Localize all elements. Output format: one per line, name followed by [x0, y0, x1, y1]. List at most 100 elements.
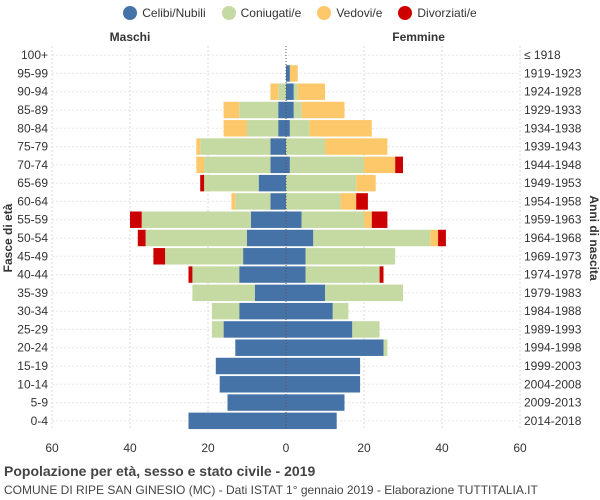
bar-female-celibi [286, 229, 314, 247]
bar-male-divorziati [200, 174, 205, 192]
bar-male-vedovi [196, 138, 201, 155]
bar-male-celibi [188, 412, 286, 430]
bar-male-coniugati [165, 248, 244, 265]
tick-label-x: 60 [513, 441, 527, 455]
bar-male-vedovi [223, 120, 247, 137]
tick-label-age: 90-94 [17, 85, 48, 99]
bar-male-coniugati [278, 83, 286, 100]
tick-label-year: 1954-1958 [524, 194, 582, 208]
bar-female-vedovi [309, 120, 372, 137]
bar-female-vedovi [301, 101, 345, 119]
tick-label-year: 2014-2018 [524, 414, 582, 428]
tick-label-year: 1979-1983 [524, 286, 582, 300]
tick-label-age: 25-29 [17, 322, 48, 336]
bar-female-coniugati [305, 248, 396, 265]
bar-female-coniugati [293, 101, 302, 119]
legend-item-celibi: Celibi/Nubili [123, 6, 206, 20]
bar-male-coniugati [204, 174, 259, 192]
bar-female-celibi [286, 376, 361, 393]
bar-female-divorziati [438, 229, 446, 247]
bar-female-celibi [286, 120, 290, 137]
tick-label-year: 1989-1993 [524, 322, 582, 336]
tick-label-age: 100+ [21, 48, 48, 62]
bar-female-coniugati [352, 321, 380, 338]
chart-title: Popolazione per età, sesso e stato civil… [4, 463, 316, 479]
bar-male-coniugati [141, 211, 251, 228]
tick-label-age: 70-74 [17, 158, 48, 172]
bar-male-celibi [270, 193, 286, 210]
bar-male-celibi [223, 321, 286, 338]
tick-label-year: 1939-1943 [524, 140, 582, 154]
tick-label-age: 20-24 [17, 341, 48, 355]
bar-female-divorziati [371, 211, 388, 228]
bar-male-vedovi [196, 156, 205, 174]
tick-label-x: 40 [435, 441, 449, 455]
bar-male-coniugati [239, 101, 279, 119]
bar-female-coniugati [289, 120, 310, 137]
tick-label-year: 1924-1928 [524, 85, 582, 99]
axis-title-right: Anni di nascita [587, 195, 600, 281]
tick-label-x: 0 [283, 441, 290, 455]
bar-female-celibi [286, 321, 353, 338]
tick-label-year: 1959-1963 [524, 213, 582, 227]
bar-female-celibi [286, 412, 337, 430]
bar-male-celibi [227, 394, 286, 411]
bar-female-celibi [286, 65, 290, 82]
bar-female-coniugati [286, 174, 357, 192]
bar-female-coniugati [332, 302, 349, 320]
bar-female-divorziati [379, 266, 384, 283]
tick-label-age: 45-49 [17, 249, 48, 263]
tick-label-x: 20 [201, 441, 215, 455]
bar-female-celibi [286, 266, 306, 283]
bar-female-celibi [286, 101, 294, 119]
chart-subtitle: COMUNE DI RIPE SAN GINESIO (MC) - Dati I… [4, 483, 538, 497]
bar-female-coniugati [383, 339, 388, 356]
bar-male-coniugati [247, 120, 279, 137]
tick-label-age: 30-34 [17, 304, 48, 318]
tick-label-age: 65-69 [17, 176, 48, 190]
tick-label-age: 10-14 [17, 377, 48, 391]
tick-label-year: 1949-1953 [524, 176, 582, 190]
tick-label-age: 0-4 [31, 414, 49, 428]
tick-label-age: 40-44 [17, 268, 48, 282]
tick-label-x: 60 [45, 441, 59, 455]
bar-female-divorziati [356, 193, 368, 210]
tick-label-year: 1999-2003 [524, 359, 582, 373]
tick-label-age: 50-54 [17, 231, 48, 245]
bar-male-vedovi [270, 83, 279, 100]
bar-female-coniugati [325, 284, 403, 302]
header-femmine: Femmine [392, 30, 445, 44]
legend-label-divorziati: Divorziati/e [417, 6, 477, 20]
bar-female-celibi [286, 394, 345, 411]
tick-label-year: ≤ 1918 [524, 48, 561, 62]
tick-label-age: 35-39 [17, 286, 48, 300]
bar-male-celibi [215, 357, 286, 375]
bar-male-vedovi [223, 101, 240, 119]
bar-female-coniugati [286, 138, 325, 155]
legend-dot-celibi [123, 6, 138, 20]
bar-female-coniugati [301, 211, 364, 228]
legend-label-celibi: Celibi/Nubili [142, 6, 206, 20]
bar-male-divorziati [188, 266, 193, 283]
bar-male-divorziati [137, 229, 146, 247]
bar-male-celibi [239, 266, 286, 283]
bar-female-celibi [286, 302, 333, 320]
bar-female-coniugati [289, 156, 364, 174]
bar-female-coniugati [313, 229, 431, 247]
bar-male-vedovi [231, 193, 236, 210]
bar-male-celibi [278, 101, 286, 119]
legend-item-vedovi: Vedovi/e [317, 6, 382, 20]
bar-male-coniugati [192, 284, 255, 302]
tick-label-year: 2004-2008 [524, 377, 582, 391]
bar-female-celibi [286, 248, 306, 265]
bar-female-celibi [286, 211, 302, 228]
bar-male-coniugati [204, 156, 271, 174]
bar-female-coniugati [305, 266, 380, 283]
bar-male-divorziati [153, 248, 166, 265]
bar-male-celibi [270, 156, 286, 174]
bar-male-coniugati [200, 138, 271, 155]
legend-dot-divorziati [398, 6, 413, 20]
bar-male-celibi [219, 376, 286, 393]
tick-label-age: 60-64 [17, 194, 48, 208]
legend-label-vedovi: Vedovi/e [336, 6, 383, 20]
